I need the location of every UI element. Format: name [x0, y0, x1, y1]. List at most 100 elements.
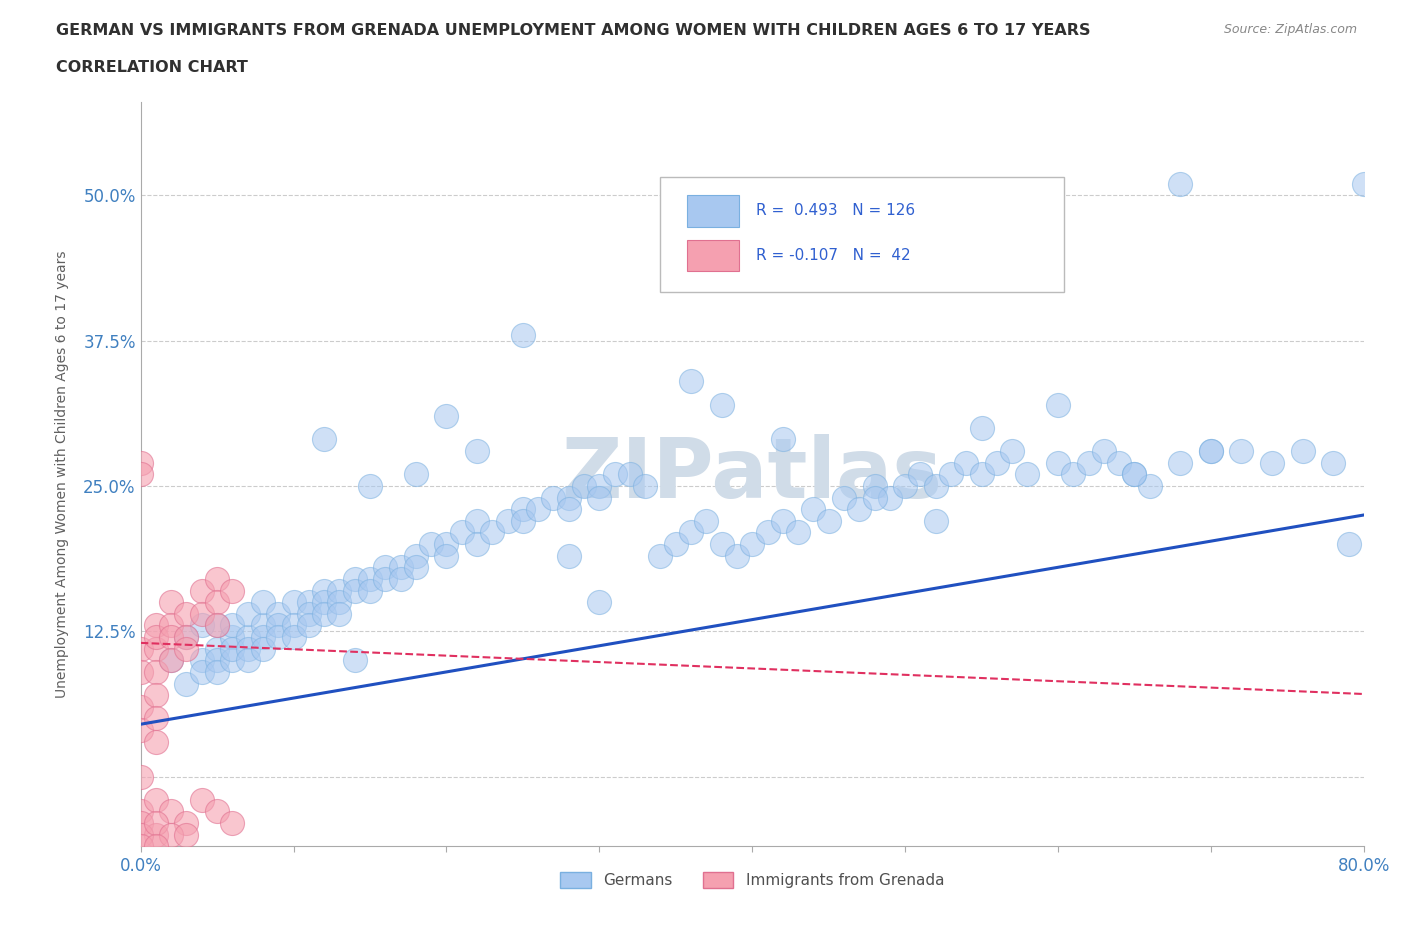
Point — [588, 478, 610, 493]
Point — [1337, 537, 1360, 551]
Point — [298, 618, 321, 633]
Point — [710, 537, 733, 551]
Point — [343, 583, 366, 598]
Point — [1123, 467, 1146, 482]
Point — [236, 630, 259, 644]
Point — [527, 501, 550, 516]
Point — [894, 478, 917, 493]
Point — [481, 525, 503, 539]
Point — [1046, 455, 1070, 470]
Point — [176, 606, 198, 621]
Point — [343, 653, 366, 668]
Point — [160, 618, 183, 633]
Point — [145, 664, 167, 679]
Point — [681, 525, 703, 539]
Point — [205, 571, 228, 586]
Point — [588, 595, 610, 610]
Point — [312, 595, 335, 610]
Point — [191, 606, 214, 621]
Text: R =  0.493   N = 126: R = 0.493 N = 126 — [756, 204, 915, 219]
Point — [1230, 444, 1253, 458]
Point — [160, 630, 183, 644]
Point — [221, 583, 243, 598]
Point — [129, 839, 152, 854]
Point — [205, 664, 228, 679]
Point — [252, 618, 274, 633]
Legend: Germans, Immigrants from Grenada: Germans, Immigrants from Grenada — [554, 866, 950, 895]
Point — [1353, 176, 1375, 191]
Point — [436, 537, 458, 551]
Point — [205, 618, 228, 633]
Point — [328, 583, 350, 598]
Point — [205, 642, 228, 657]
Point — [1199, 444, 1222, 458]
Point — [1322, 455, 1344, 470]
Point — [221, 630, 243, 644]
Point — [252, 595, 274, 610]
Point — [772, 513, 794, 528]
Point — [1261, 455, 1284, 470]
Point — [405, 548, 427, 563]
Point — [374, 560, 396, 575]
Point — [191, 653, 214, 668]
Point — [695, 513, 717, 528]
Point — [129, 769, 152, 784]
FancyBboxPatch shape — [661, 177, 1064, 292]
Point — [465, 513, 488, 528]
Text: Source: ZipAtlas.com: Source: ZipAtlas.com — [1223, 23, 1357, 36]
Point — [1123, 467, 1146, 482]
Point — [129, 455, 152, 470]
Text: CORRELATION CHART: CORRELATION CHART — [56, 60, 247, 75]
Point — [129, 816, 152, 830]
Point — [832, 490, 855, 505]
Point — [405, 560, 427, 575]
Point — [1001, 444, 1024, 458]
Point — [267, 606, 290, 621]
Point — [1108, 455, 1130, 470]
Point — [910, 467, 932, 482]
Point — [925, 478, 948, 493]
Point — [221, 653, 243, 668]
Point — [129, 804, 152, 819]
Point — [572, 478, 595, 493]
Point — [955, 455, 977, 470]
Point — [1199, 444, 1222, 458]
Point — [191, 583, 214, 598]
Point — [465, 444, 488, 458]
Point — [450, 525, 472, 539]
Point — [359, 478, 381, 493]
Point — [756, 525, 779, 539]
Point — [252, 630, 274, 644]
Bar — [688, 240, 738, 272]
Point — [129, 699, 152, 714]
Point — [681, 374, 703, 389]
Point — [1062, 467, 1084, 482]
Point — [160, 595, 183, 610]
Point — [558, 490, 581, 505]
Point — [1017, 467, 1039, 482]
Point — [312, 583, 335, 598]
Point — [267, 618, 290, 633]
Point — [496, 513, 519, 528]
Point — [359, 583, 381, 598]
Point — [343, 571, 366, 586]
Point — [312, 606, 335, 621]
Point — [160, 828, 183, 843]
Text: ZIPatlas: ZIPatlas — [562, 433, 942, 515]
Point — [436, 548, 458, 563]
Point — [191, 792, 214, 807]
Point — [710, 397, 733, 412]
Point — [221, 816, 243, 830]
Point — [634, 478, 657, 493]
Point — [283, 618, 305, 633]
Point — [205, 618, 228, 633]
Point — [803, 501, 825, 516]
Point — [665, 537, 688, 551]
Point — [1077, 455, 1099, 470]
Point — [267, 630, 290, 644]
Point — [205, 804, 228, 819]
Point — [1046, 397, 1070, 412]
Point — [465, 537, 488, 551]
Point — [328, 606, 350, 621]
Point — [986, 455, 1008, 470]
